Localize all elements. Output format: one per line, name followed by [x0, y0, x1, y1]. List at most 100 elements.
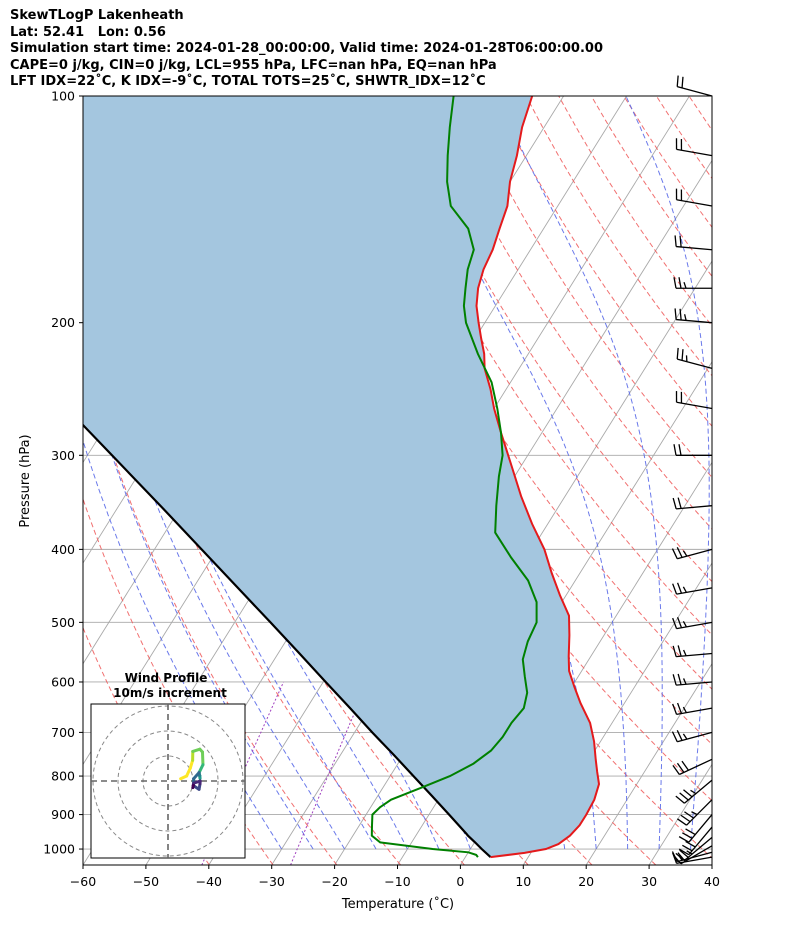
cape-shading-layer [83, 96, 599, 858]
parcel-profile-line [83, 423, 492, 858]
wind-barb-feather [690, 789, 697, 795]
wind-barb-staff [677, 731, 713, 743]
wind-barb-feather [672, 617, 678, 629]
moist-adiabat-line [722, 96, 774, 849]
wind-barb-feather [684, 811, 694, 819]
wind-barb [675, 836, 713, 862]
dry-adiabat-line [590, 96, 712, 278]
wind-barb [672, 617, 713, 630]
wind-barb-feather [681, 349, 684, 361]
axes-layer: −60 −50 −40 −30 −20 −10 0 10 20 30 40 100 200 300 400 5… [43, 89, 720, 890]
wind-barb-feather [676, 617, 683, 628]
isotherm-line [648, 763, 712, 865]
y-tick-label: 700 [51, 725, 75, 740]
wind-barb-feather [683, 282, 687, 289]
wind-barb-staff [676, 681, 713, 686]
isotherm-line [775, 96, 794, 865]
dry-adiabat-line [655, 96, 712, 180]
wind-barb-staff [688, 826, 713, 856]
wind-barb [674, 308, 713, 324]
wind-barb [671, 730, 713, 743]
wind-barb-staff [676, 652, 713, 658]
x-axis-label: Temperature (˚C) [341, 896, 454, 912]
y-tick-label: 800 [51, 769, 75, 784]
wind-barb-feather [672, 645, 677, 657]
moist-adiabat-line [83, 439, 283, 850]
x-tick-label: 40 [704, 874, 720, 889]
wind-barb [674, 235, 713, 251]
y-tick-label: 200 [51, 315, 75, 330]
wind-barb-staff [677, 548, 713, 560]
wind-barb-staff [684, 779, 713, 804]
wind-barb-feather [682, 678, 687, 685]
wind-barb-feather [678, 836, 690, 843]
temperature-line [475, 96, 601, 859]
dry-adiabat-line [460, 96, 712, 479]
mixing-ratio-line [290, 681, 369, 865]
wind-barb [672, 673, 713, 686]
cape-cin-shading [83, 96, 599, 858]
wind-barb-feather [676, 730, 683, 741]
wind-barb-feather [672, 497, 677, 510]
wind-barb-feather [679, 235, 682, 248]
inset-ring-20 [117, 730, 219, 832]
wind-barb-feather [674, 308, 677, 320]
wind-barb-feather [674, 235, 677, 247]
wind-barb [675, 779, 713, 804]
wind-barb [678, 814, 713, 843]
wind-barb-staff [684, 836, 713, 862]
dry-adiabat-line [83, 626, 210, 865]
dry-adiabat-line [493, 96, 712, 427]
wind-barb-feather [676, 75, 679, 87]
wind-barb-staff [676, 148, 713, 157]
wind-barb-feather [672, 703, 678, 715]
wind-barb-feather [672, 765, 680, 775]
x-tick-label: −20 [321, 874, 347, 889]
wind-barb-staff [676, 245, 713, 251]
x-tick-label: 30 [641, 874, 657, 889]
wind-barb-feather [682, 733, 688, 740]
wind-barb-feather [679, 792, 689, 801]
y-axis-label: Pressure (hPa) [18, 434, 33, 527]
dry-adiabat-line [427, 96, 712, 530]
wind-barb-feather [673, 277, 677, 289]
x-tick-label: −60 [70, 874, 96, 889]
x-tick-label: 20 [578, 874, 594, 889]
y-tick-label: 500 [51, 615, 75, 630]
wind-barb-staff [676, 621, 713, 630]
wind-barb-feather [671, 731, 678, 742]
wind-barb-feather [681, 760, 689, 771]
wind-barb-feather [678, 848, 690, 856]
wind-barb-feather [686, 850, 693, 855]
wind-barb [672, 645, 713, 658]
wind-barb-feather [682, 620, 687, 628]
indices-line: LFT IDX=22˚C, K IDX=-9˚C, TOTAL TOTS=25˚… [10, 74, 486, 89]
location-line: Lat: 52.41 Lon: 0.56 [10, 24, 166, 40]
y-tick-label: 300 [51, 448, 75, 463]
wind-barb-feather [677, 497, 682, 509]
wind-barb [675, 391, 713, 410]
wind-barb-feather [678, 277, 682, 289]
isotherm-line [585, 662, 712, 865]
wind-barb-staff [679, 758, 713, 776]
inset-subtitle: 10m/s increment [113, 686, 227, 700]
wind-barb-staff [676, 505, 713, 510]
wind-barb [672, 497, 713, 510]
moist-adiabat-line [397, 96, 629, 849]
dry-adiabat-line [722, 96, 794, 865]
wind-profile-inset: Wind Profile 10m/s increment [90, 671, 246, 859]
wind-barb-staff [676, 707, 713, 716]
wind-barb-feather [676, 818, 687, 826]
dewpoint-line [370, 96, 538, 858]
x-tick-label: −40 [196, 874, 222, 889]
x-tick-label: 0 [456, 874, 464, 889]
wind-barb-staff [676, 199, 713, 207]
wind-barb-staff [676, 318, 713, 324]
wind-barb-feather [691, 811, 698, 816]
chart-title: SkewTLogP Lakenheath [10, 8, 184, 23]
dry-adiabat-line [754, 96, 794, 865]
wind-barb-feather [673, 854, 682, 865]
wind-barb-feather [682, 844, 693, 852]
wind-barbs-layer [671, 75, 713, 865]
